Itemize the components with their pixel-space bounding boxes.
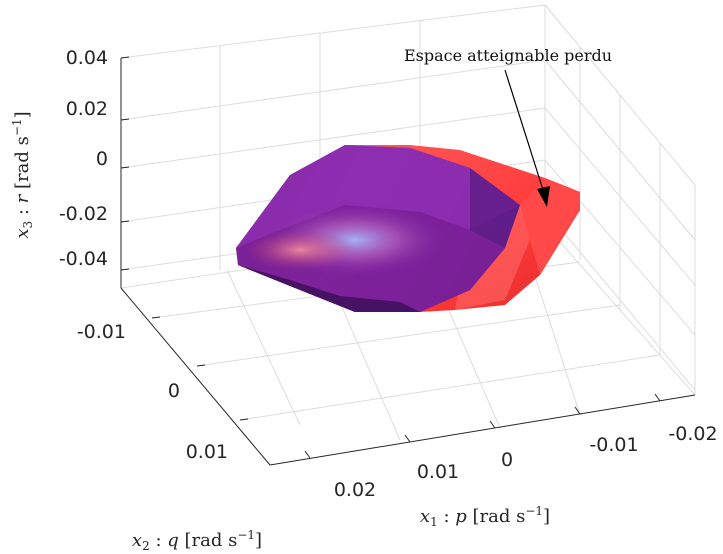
z-tick-4: -0.04 — [59, 248, 108, 270]
x-tick-4: -0.02 — [668, 423, 717, 445]
y-tick-labels: -0.01 0 0.01 — [77, 321, 228, 463]
x-tick-0: 0.02 — [334, 479, 376, 501]
annotation: Espace atteignable perdu — [404, 46, 612, 207]
x-tick-1: 0.01 — [417, 461, 459, 483]
z-tick-2: 0 — [96, 148, 108, 170]
z-tick-0: 0.04 — [66, 47, 108, 69]
z-axis-label: x3 : r [rad s−1] — [10, 111, 35, 238]
x-axis-label: x1 : p [rad s−1] — [420, 504, 550, 529]
x-tick-2: 0 — [501, 449, 513, 471]
x-axis-line — [269, 394, 696, 466]
annotation-arrow-line — [504, 69, 545, 194]
axes — [120, 56, 696, 466]
z-tick-1: 0.02 — [66, 98, 108, 120]
y-axis-line — [120, 287, 271, 466]
z-tick-3: -0.02 — [59, 203, 108, 225]
annotation-arrowhead — [537, 186, 550, 207]
x-tick-labels: 0.02 0.01 0 -0.01 -0.02 — [334, 423, 718, 501]
y-axis-label: x2 : q [rad s−1] — [132, 528, 262, 553]
annotation-text: Espace atteignable perdu — [404, 46, 612, 65]
y-tick-1: 0 — [168, 380, 180, 402]
x-tick-3: -0.01 — [589, 434, 638, 456]
y-tick-2: 0.01 — [186, 441, 228, 463]
purple-attainable-set — [236, 145, 520, 312]
y-tick-0: -0.01 — [77, 321, 126, 343]
z-tick-labels: 0.04 0.02 0 -0.02 -0.04 — [59, 47, 108, 270]
